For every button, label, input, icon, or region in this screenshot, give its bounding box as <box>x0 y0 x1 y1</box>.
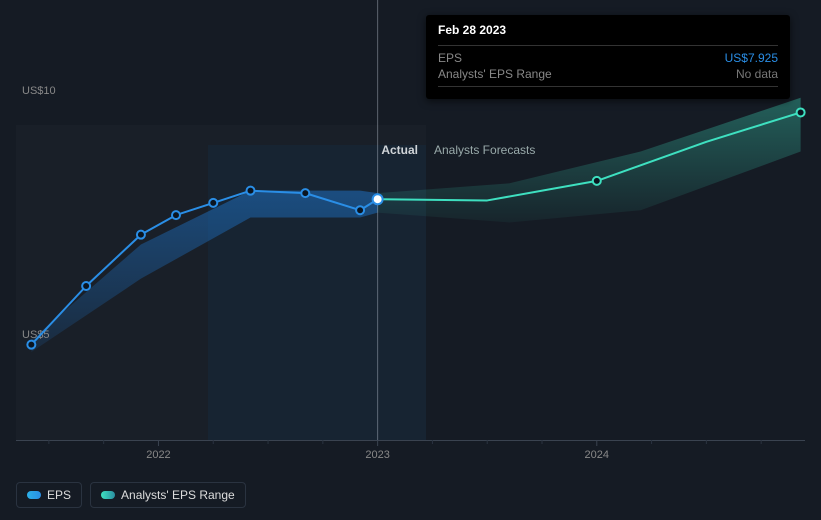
x-axis-tick-label: 2023 <box>365 449 389 461</box>
tooltip-row: EPS US$7.925 <box>438 50 778 66</box>
eps-marker[interactable] <box>247 187 255 195</box>
eps-forecast-marker[interactable] <box>593 177 601 185</box>
eps-marker[interactable] <box>172 211 180 219</box>
eps-marker[interactable] <box>27 341 35 349</box>
tooltip-date: Feb 28 2023 <box>438 23 778 41</box>
actual-label: Actual <box>381 143 418 157</box>
forecast-label: Analysts Forecasts <box>434 143 535 157</box>
tooltip-row: Analysts' EPS Range No data <box>438 66 778 82</box>
legend-swatch <box>27 491 41 499</box>
chart-tooltip: Feb 28 2023 EPSUS$7.925Analysts' EPS Ran… <box>426 15 790 99</box>
legend-label: Analysts' EPS Range <box>121 488 235 502</box>
x-axis-tick-label: 2024 <box>585 449 609 461</box>
eps-marker[interactable] <box>82 282 90 290</box>
eps-marker[interactable] <box>356 206 364 214</box>
tooltip-row-label: EPS <box>438 51 462 65</box>
legend-label: EPS <box>47 488 71 502</box>
eps-marker[interactable] <box>137 231 145 239</box>
eps-forecast-chart[interactable]: 202220232024US$10US$5ActualAnalysts Fore… <box>0 0 821 520</box>
tooltip-row-value: US$7.925 <box>725 51 778 65</box>
x-axis-tick-label: 2022 <box>146 449 170 461</box>
y-axis-label: US$10 <box>22 85 56 97</box>
eps-forecast-marker[interactable] <box>797 108 805 116</box>
eps-marker[interactable] <box>301 189 309 197</box>
tooltip-divider <box>438 45 778 46</box>
tooltip-row-label: Analysts' EPS Range <box>438 67 552 81</box>
chart-legend: EPS Analysts' EPS Range <box>16 482 246 508</box>
eps-marker[interactable] <box>209 199 217 207</box>
analysts-range-forecast <box>378 98 801 223</box>
tooltip-row-value: No data <box>736 67 778 81</box>
legend-item[interactable]: EPS <box>16 482 82 508</box>
legend-item[interactable]: Analysts' EPS Range <box>90 482 246 508</box>
legend-swatch <box>101 491 115 499</box>
tooltip-divider-bottom <box>438 86 778 87</box>
eps-marker-active[interactable] <box>373 194 383 204</box>
